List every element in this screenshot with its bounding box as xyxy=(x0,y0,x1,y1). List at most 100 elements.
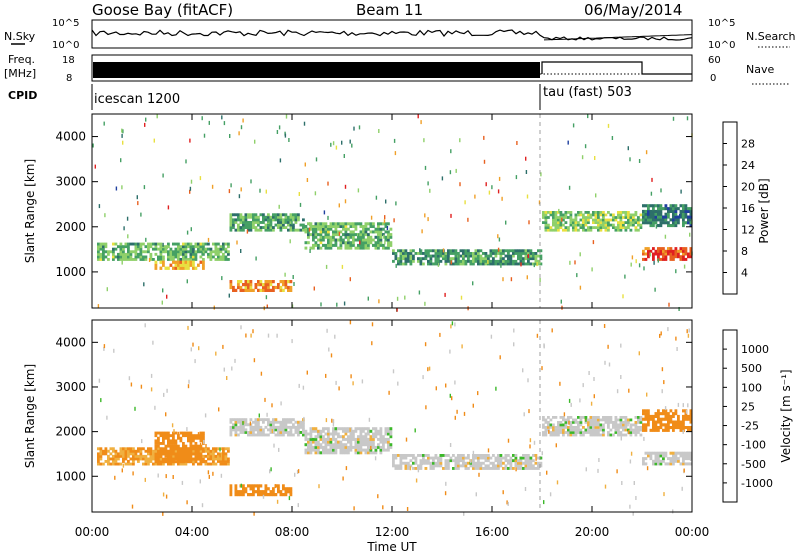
heatmap-cell xyxy=(179,431,183,435)
heatmap-cell xyxy=(169,250,173,254)
heatmap-cell xyxy=(154,263,158,267)
heatmap-cell xyxy=(189,434,193,438)
heatmap-cell xyxy=(309,448,313,452)
scatter-cell xyxy=(332,419,335,424)
heatmap-cell xyxy=(144,250,148,254)
scatter-cell xyxy=(576,273,578,278)
heatmap-cell xyxy=(342,222,345,226)
heatmap-cell xyxy=(199,245,203,249)
heatmap-cell xyxy=(289,433,293,437)
heatmap-cell xyxy=(622,416,625,419)
heatmap-cell xyxy=(642,212,645,216)
scatter-cell xyxy=(422,375,424,380)
heatmap-cell xyxy=(284,283,288,287)
scatter-cell xyxy=(325,373,327,378)
heatmap-cell xyxy=(234,490,238,494)
heatmap-cell xyxy=(249,213,253,217)
heatmap-cell xyxy=(652,426,655,430)
heatmap-cell xyxy=(252,431,255,434)
heatmap-cell xyxy=(102,245,105,249)
heatmap-cell xyxy=(187,457,190,461)
heatmap-cell xyxy=(162,462,165,466)
heatmap-cell xyxy=(292,218,295,222)
heatmap-cell xyxy=(314,443,318,447)
heatmap-cell xyxy=(294,215,298,219)
heatmap-cell xyxy=(114,457,118,461)
heatmap-cell xyxy=(252,433,255,437)
heatmap-cell xyxy=(522,249,525,253)
heatmap-cell xyxy=(649,224,653,228)
heatmap-cell xyxy=(274,418,278,422)
heatmap-cell xyxy=(332,448,335,452)
scatter-cell xyxy=(680,189,682,194)
heatmap-cell xyxy=(314,230,318,234)
heatmap-cell xyxy=(679,212,683,216)
heatmap-cell xyxy=(394,456,398,460)
scatter-cell xyxy=(585,417,587,422)
heatmap-cell xyxy=(114,255,118,259)
heatmap-cell xyxy=(102,258,105,261)
heatmap-cell xyxy=(187,431,190,435)
heatmap-cell xyxy=(479,456,483,460)
heatmap-cell xyxy=(667,247,670,251)
heatmap-cell xyxy=(662,252,665,256)
scatter-cell xyxy=(454,380,456,385)
scatter-cell xyxy=(404,295,406,300)
heatmap-cell xyxy=(594,211,598,214)
heatmap-cell xyxy=(654,428,658,432)
scatter-cell xyxy=(186,427,188,432)
scatter-cell xyxy=(444,491,447,496)
heatmap-cell xyxy=(577,423,580,427)
heatmap-cell xyxy=(167,444,170,448)
scatter-cell xyxy=(345,466,348,471)
heatmap-cell xyxy=(454,459,458,463)
heatmap-cell xyxy=(294,218,298,222)
colorbar-tick-label: -100 xyxy=(741,439,766,452)
plot-title: Goose Bay (fitACF) xyxy=(92,1,233,19)
heatmap-cell xyxy=(354,427,358,431)
heatmap-cell xyxy=(669,451,673,455)
scatter-cell xyxy=(522,368,524,373)
scatter-cell xyxy=(265,189,267,194)
heatmap-cell xyxy=(574,216,578,219)
scatter-cell xyxy=(417,114,419,119)
heatmap-cell xyxy=(669,462,673,466)
heatmap-cell xyxy=(312,233,315,237)
heatmap-cell xyxy=(454,464,458,468)
heatmap-cell xyxy=(159,252,163,256)
heatmap-cell xyxy=(392,461,395,465)
freq-frame xyxy=(91,54,693,82)
heatmap-cell xyxy=(374,246,378,250)
heatmap-cell xyxy=(184,242,188,246)
heatmap-cell xyxy=(189,447,193,451)
heatmap-cell xyxy=(534,254,538,258)
heatmap-cell xyxy=(614,416,618,419)
heatmap-cell xyxy=(334,432,338,436)
scatter-cell xyxy=(325,418,328,423)
scatter-cell xyxy=(104,213,106,218)
heatmap-cell xyxy=(177,260,180,264)
heatmap-cell xyxy=(579,433,583,437)
heatmap-cell xyxy=(669,247,673,251)
scatter-cell xyxy=(313,286,315,291)
heatmap-cell xyxy=(229,228,233,232)
heatmap-cell xyxy=(132,460,135,463)
heatmap-cell xyxy=(319,445,323,449)
heatmap-cell xyxy=(307,448,310,452)
heatmap-cell xyxy=(217,242,220,246)
heatmap-cell xyxy=(432,464,435,468)
heatmap-cell xyxy=(257,431,260,434)
heatmap-cell xyxy=(659,462,663,466)
heatmap-cell xyxy=(402,254,405,258)
heatmap-cell xyxy=(374,230,378,234)
heatmap-cell xyxy=(679,247,683,251)
heatmap-cell xyxy=(674,218,678,222)
scatter-cell xyxy=(501,196,503,201)
heatmap-cell xyxy=(119,454,123,458)
heatmap-cell xyxy=(229,283,233,287)
heatmap-cell xyxy=(332,238,335,242)
heatmap-cell xyxy=(137,447,140,451)
heatmap-cell xyxy=(624,213,628,217)
heatmap-cell xyxy=(574,218,578,222)
heatmap-cell xyxy=(184,250,188,254)
